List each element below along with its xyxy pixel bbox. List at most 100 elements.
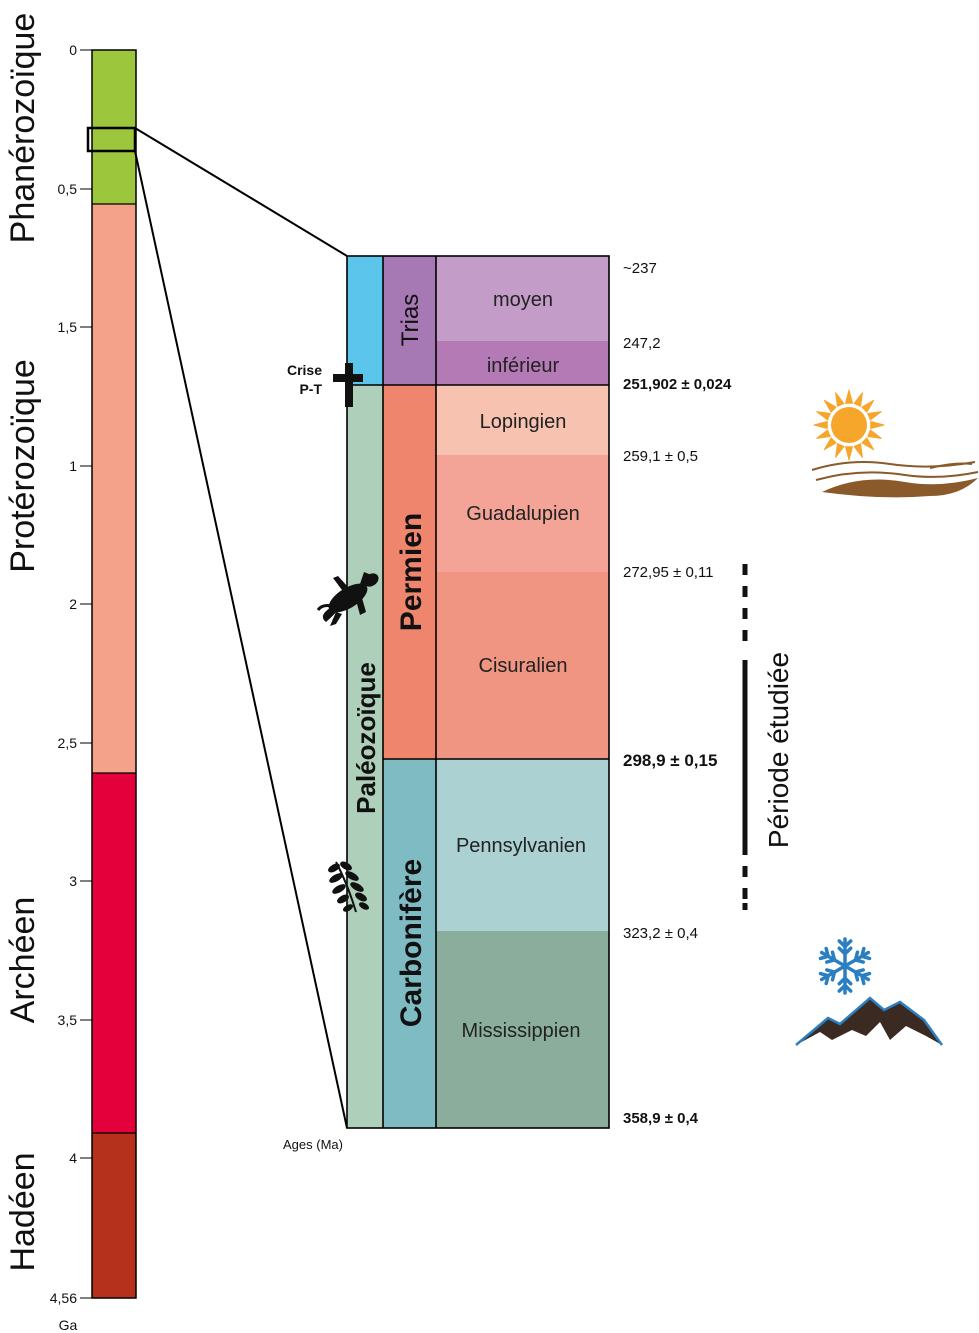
epoch-label-cisuralien: Cisuralien bbox=[479, 655, 568, 677]
tick-label: 4,56 bbox=[50, 1290, 77, 1306]
age-label: 323,2 ± 0,4 bbox=[623, 925, 698, 942]
tick: 4 bbox=[69, 1150, 92, 1166]
sun-ray bbox=[835, 392, 845, 407]
epoch-block-cisuralien bbox=[436, 572, 609, 759]
sun-ray bbox=[823, 437, 837, 451]
snowflake-arm bbox=[843, 946, 872, 968]
sun-ray bbox=[853, 443, 863, 458]
epoch-label-moyen: moyen bbox=[493, 289, 553, 311]
age-label: ~237 bbox=[623, 260, 657, 277]
epoch-block-pennsylvanien bbox=[436, 759, 609, 931]
tick-label: 3,5 bbox=[58, 1012, 78, 1028]
epoch-label-inferieur: inférieur bbox=[487, 355, 560, 377]
epoch-block-guadalupien bbox=[436, 455, 609, 572]
snowflake-arm bbox=[818, 946, 847, 968]
dagger-icon bbox=[333, 363, 363, 407]
sun-ray bbox=[870, 420, 885, 430]
crisis-marker: Crise P-T bbox=[287, 362, 363, 407]
age-label: 259,1 ± 0,5 bbox=[623, 448, 698, 465]
period-label-carbonifere: Carbonifère bbox=[395, 859, 428, 1027]
crisis-label-line1: Crise bbox=[287, 362, 322, 378]
sun-ray bbox=[844, 389, 854, 404]
sun-ray bbox=[844, 446, 854, 461]
desert-dunes-icon bbox=[811, 461, 979, 498]
sun-icon bbox=[813, 389, 885, 461]
epoch-label-mississippien: Mississippien bbox=[462, 1020, 581, 1042]
snowflake-arm bbox=[818, 964, 847, 986]
epoch-block-mississippien bbox=[436, 931, 609, 1128]
epoch-block-inferieur bbox=[436, 341, 609, 385]
tick-label: 2 bbox=[69, 596, 77, 612]
tick-label: 1 bbox=[69, 458, 77, 474]
eon-block-hadean bbox=[92, 1133, 136, 1298]
tick: 0,5 bbox=[58, 181, 92, 197]
tick-label: 1,5 bbox=[58, 319, 78, 335]
age-label: 298,9 ± 0,15 bbox=[623, 751, 717, 770]
tick: 2,5 bbox=[58, 735, 92, 751]
epoch-block-lopingien bbox=[436, 385, 609, 455]
era-block-paleozoic bbox=[347, 385, 383, 1128]
snowflake-arm bbox=[837, 937, 853, 968]
snowflake-arm bbox=[837, 964, 853, 995]
tick-label: 0,5 bbox=[58, 181, 78, 197]
left-axis: 0 0,5 1,5 1 2 2,5 3 3,5 4 4,56 Ga bbox=[50, 42, 92, 1333]
zoom-lines bbox=[134, 127, 348, 1129]
eon-block-archean bbox=[92, 773, 136, 1133]
age-label: 272,95 ± 0,11 bbox=[623, 564, 714, 581]
age-label: 247,2 bbox=[623, 335, 661, 352]
age-label: 358,9 ± 0,4 bbox=[623, 1110, 699, 1127]
period-block-permien bbox=[383, 385, 436, 759]
fern-icon bbox=[328, 861, 370, 913]
axis-unit-label: Ga bbox=[59, 1317, 78, 1333]
epoch-label-guadalupien: Guadalupien bbox=[466, 503, 579, 525]
ages-unit-label: Ages (Ma) bbox=[283, 1137, 343, 1152]
tick: 3 bbox=[69, 873, 92, 889]
tick: 1 bbox=[69, 458, 92, 474]
eon-column-border bbox=[91, 49, 137, 1299]
eon-label-hadean: Hadéen bbox=[4, 1152, 42, 1271]
eon-label-archean: Archéen bbox=[4, 897, 42, 1024]
age-labels: ~237 247,2 251,902 ± 0,024 259,1 ± 0,5 2… bbox=[283, 260, 732, 1152]
epoch-block-moyen bbox=[436, 256, 609, 341]
tick: 1,5 bbox=[58, 319, 92, 335]
period-label-trias: Trias bbox=[397, 294, 424, 346]
reptile-icon bbox=[316, 572, 379, 626]
sun-ray bbox=[861, 437, 875, 451]
epoch-labels: moyen inférieur Lopingien Guadalupien Ci… bbox=[456, 289, 586, 1042]
sun-ray bbox=[867, 411, 882, 421]
sun-ray bbox=[853, 392, 863, 407]
tick-label: 0 bbox=[69, 42, 77, 58]
tick-label: 3 bbox=[69, 873, 77, 889]
sun-ray bbox=[816, 429, 831, 439]
snowflake-arm bbox=[843, 964, 872, 986]
sun-ray bbox=[813, 420, 828, 430]
crisis-label-line2: P-T bbox=[299, 381, 322, 397]
snowflake-icon bbox=[818, 937, 872, 995]
column-labels: Paléozoïque Trias Permien Carbonifère bbox=[351, 294, 428, 1027]
sun-ray bbox=[816, 411, 831, 421]
detail-column bbox=[346, 255, 610, 1129]
sun-ray bbox=[823, 399, 837, 413]
tick: 4,56 bbox=[50, 1290, 92, 1306]
epoch-label-pennsylvanien: Pennsylvanien bbox=[456, 835, 586, 857]
tick-label: 2,5 bbox=[58, 735, 78, 751]
eon-labels: Phanérozoïque Protérozoïque Archéen Hadé… bbox=[4, 13, 42, 1272]
study-period-label: Période étudiée bbox=[763, 652, 794, 848]
period-block-trias bbox=[383, 256, 436, 385]
era-label-paleozoic: Paléozoïque bbox=[351, 662, 381, 814]
eon-block-proterozoic bbox=[92, 204, 136, 773]
period-label-permien: Permien bbox=[395, 513, 428, 631]
eon-label-proterozoic: Protérozoïque bbox=[4, 359, 42, 573]
eon-label-phanerozoic: Phanérozoïque bbox=[4, 13, 42, 244]
sun-ray bbox=[835, 443, 845, 458]
eon-column bbox=[86, 49, 137, 1299]
tick-label: 4 bbox=[69, 1150, 77, 1166]
tick: 0 bbox=[69, 42, 92, 58]
epoch-label-lopingien: Lopingien bbox=[480, 411, 567, 433]
tick: 3,5 bbox=[58, 1012, 92, 1028]
age-label: 251,902 ± 0,024 bbox=[623, 376, 732, 393]
sun-ray bbox=[867, 429, 882, 439]
zoom-box bbox=[86, 126, 137, 153]
